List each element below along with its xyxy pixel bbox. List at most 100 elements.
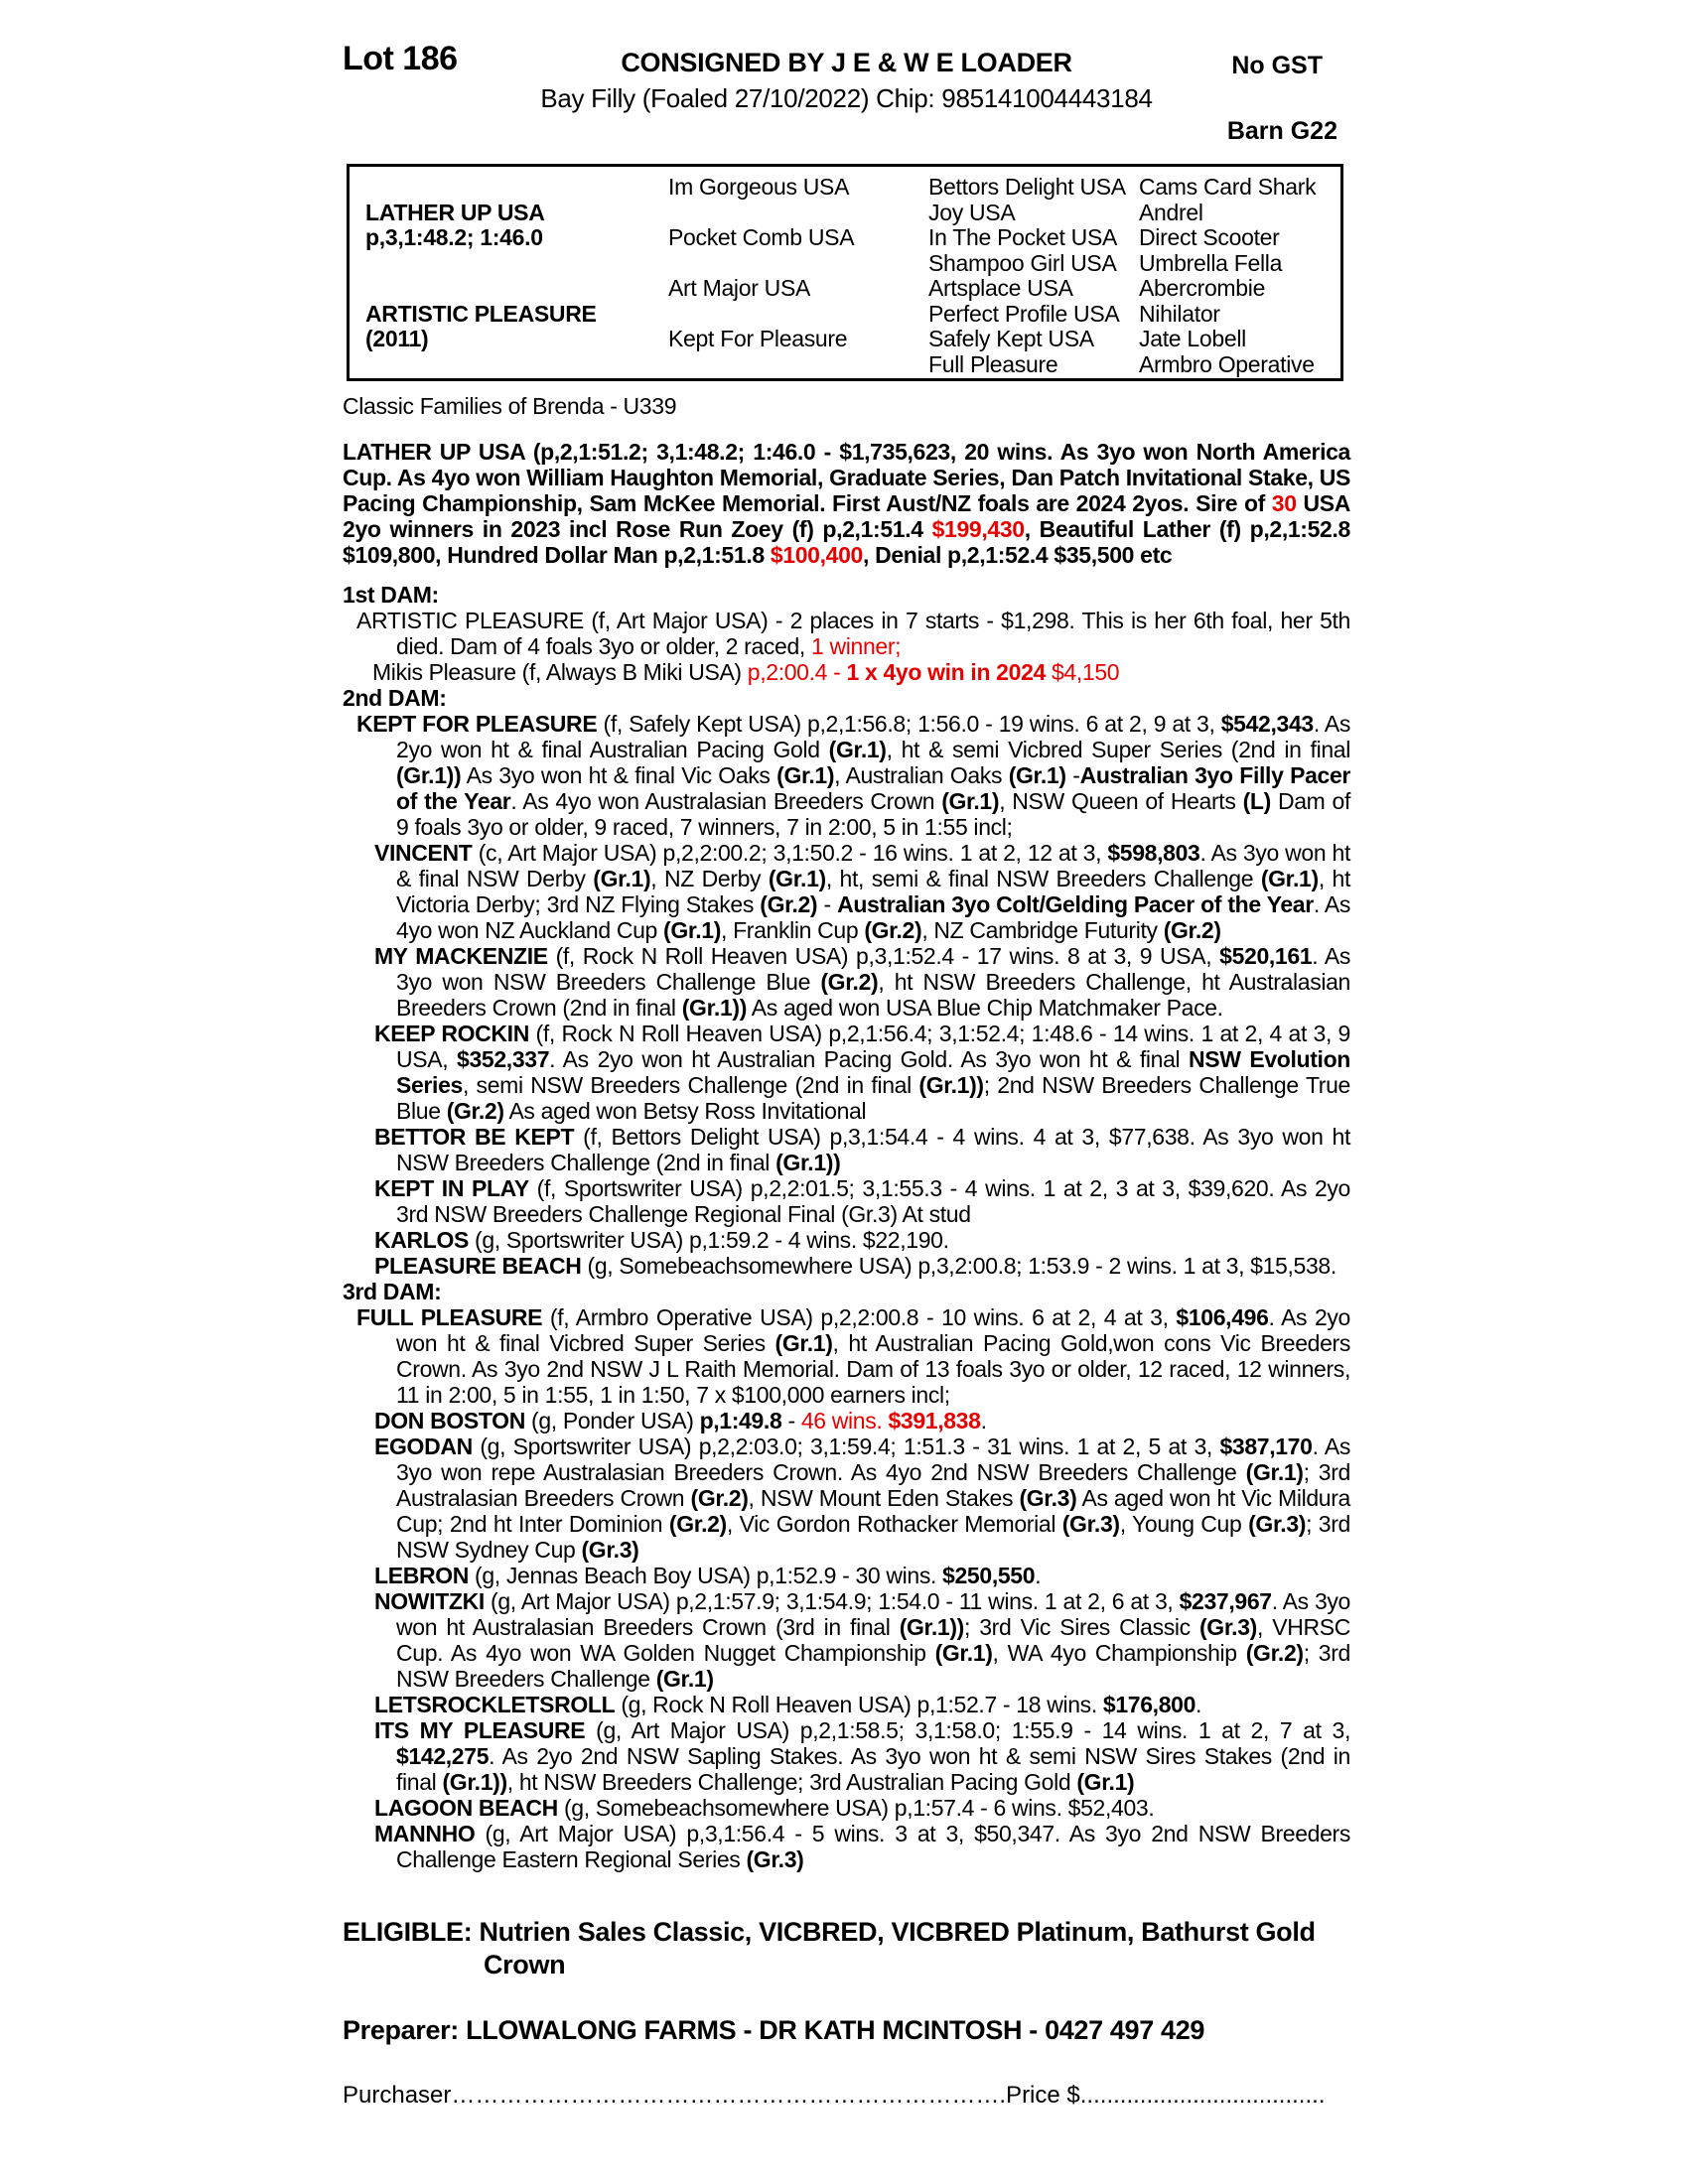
pedigree-cell: Cams Card Shark bbox=[1139, 174, 1317, 200]
purchaser-line: Purchaser…………………………………………………………….Price $… bbox=[343, 2083, 1350, 2109]
pedigree-cell: Art Major USA bbox=[668, 275, 811, 301]
text-run: PLEASURE BEACH bbox=[374, 1253, 582, 1279]
text-run: , NZ Cambridge Futurity bbox=[921, 917, 1164, 943]
pedigree-cell: ARTISTIC PLEASURE bbox=[365, 300, 597, 327]
text-run: Preparer: LLOWALONG FARMS - DR KATH MCIN… bbox=[343, 2015, 1205, 2045]
text-run: (f, Bettors Delight USA) p,3,1:54.4 - 4 … bbox=[396, 1124, 1351, 1175]
pedigree-cell: Im Gorgeous USA bbox=[668, 174, 850, 200]
para-egodan: EGODAN (g, Sportswriter USA) p,2,2:03.0;… bbox=[343, 1433, 1350, 1563]
text-run: As aged won ht Vic Mildura Cup; 2nd ht I… bbox=[396, 1485, 1350, 1537]
foaling-details: Bay Filly (Foaled 27/10/2022) Chip: 9851… bbox=[540, 83, 1153, 113]
text-run: $142,275 bbox=[396, 1743, 490, 1769]
dam2-heading: 2nd DAM: bbox=[343, 685, 1350, 711]
text-run: - bbox=[1065, 762, 1080, 788]
pedigree-row-1: Im Gorgeous USA Bettors Delight USA Cams C… bbox=[350, 174, 1340, 201]
text-run: (Gr.1) bbox=[934, 1640, 993, 1666]
pedigree-cell: Armbro Operative bbox=[1139, 350, 1315, 377]
text-run: (Gr.1) bbox=[776, 762, 835, 788]
text-run: . As 4yo won Australasian Breeders Crown bbox=[510, 788, 942, 814]
pedigree-cell: (2011) bbox=[365, 326, 429, 351]
pedigree-cell: Andrel bbox=[1139, 199, 1203, 225]
text-run: 46 wins. bbox=[800, 1408, 889, 1433]
eligible-line: ELIGIBLE: Nutrien Sales Classic, VICBRED… bbox=[343, 1916, 1350, 1981]
text-run: $4,150 bbox=[1045, 659, 1120, 685]
text-run: ; 3rd Vic Sires Classic bbox=[963, 1614, 1199, 1640]
pedigree-row-6: ARTISTIC PLEASURE Perfect Profile USA Nihi… bbox=[350, 300, 1340, 328]
sire-para: LATHER UP USA (p,2,1:51.2; 3,1:48.2; 1:4… bbox=[343, 439, 1350, 568]
pedigree-cell: Jate Lobell bbox=[1139, 326, 1246, 351]
text-run: VINCENT bbox=[374, 840, 473, 866]
pedigree-cell: Umbrella Fella bbox=[1139, 249, 1283, 276]
text-run: $352,337 bbox=[457, 1046, 550, 1072]
text-run: (Gr.3) bbox=[1019, 1485, 1077, 1511]
text-run: (g, Ponder USA) bbox=[524, 1408, 700, 1433]
text-run: (Gr.1) bbox=[768, 866, 826, 891]
pedigree-cell: Full Pleasure bbox=[928, 350, 1058, 377]
text-run: LATHER UP USA (p,2,1:51.2; 3,1:48.2; 1:4… bbox=[343, 439, 1350, 516]
text-run: As aged won Betsy Ross Invitational bbox=[503, 1098, 867, 1124]
text-run: , ht NSW Breeders Challenge, ht Australa… bbox=[396, 969, 1350, 1021]
pedigree-cell: p,3,1:48.2; 1:46.0 bbox=[365, 224, 543, 250]
text-run: (Gr.3) bbox=[1199, 1614, 1257, 1640]
text-run: . bbox=[980, 1408, 987, 1433]
text-run: (Gr.1) bbox=[663, 917, 722, 943]
text-run: MY MACKENZIE bbox=[374, 943, 548, 969]
text-run: (Gr.1)) bbox=[681, 995, 748, 1021]
barn-number: Barn G22 bbox=[1226, 117, 1337, 145]
text-run: , ht Victoria Derby; 3rd NZ Flying Stake… bbox=[396, 866, 1350, 917]
text-run: FULL PLEASURE bbox=[356, 1304, 543, 1330]
text-run: (g, Art Major USA) p,3,1:56.4 - 5 wins. … bbox=[396, 1821, 1350, 1872]
text-run: Australian 3yo Filly Pacer of the Year bbox=[396, 762, 1351, 814]
text-run: $176,800 bbox=[1102, 1692, 1196, 1717]
para-kept-in-play: KEPT IN PLAY (f, Sportswriter USA) p,2,2… bbox=[343, 1175, 1350, 1227]
para-mikis-pleasure: Mikis Pleasure (f, Always B Miki USA) p,… bbox=[343, 659, 1350, 685]
text-run: (Gr.2) bbox=[446, 1098, 504, 1124]
text-run: (Gr.2) bbox=[668, 1511, 727, 1537]
text-run: , WA 4yo Championship bbox=[992, 1640, 1246, 1666]
text-run: , ht NSW Breeders Challenge; 3rd Austral… bbox=[506, 1769, 1077, 1795]
text-run: Mikis Pleasure (f, Always B Miki USA) bbox=[372, 659, 748, 685]
text-run: KEPT FOR PLEASURE bbox=[356, 711, 598, 737]
text-run: (Gr.1) bbox=[1008, 762, 1066, 788]
text-run: $237,967 bbox=[1179, 1588, 1272, 1614]
preparer-line: Preparer: LLOWALONG FARMS - DR KATH MCIN… bbox=[343, 2015, 1350, 2045]
text-run: (Gr.2) bbox=[1163, 917, 1221, 943]
pedigree-cell: Joy USA bbox=[928, 199, 1016, 225]
dam1-heading: 1st DAM: bbox=[343, 582, 1350, 608]
pedigree-cell: Bettors Delight USA bbox=[928, 174, 1126, 200]
pedigree-cell: Kept For Pleasure bbox=[668, 326, 848, 351]
text-run: (Gr.1) bbox=[828, 737, 887, 762]
text-run: . bbox=[1035, 1563, 1042, 1588]
text-run: KEPT IN PLAY bbox=[374, 1175, 529, 1201]
text-run: (g, Jennas Beach Boy USA) p,1:52.9 - 30 … bbox=[469, 1563, 943, 1588]
text-run: (Gr.2) bbox=[820, 969, 879, 995]
text-run: (Gr.1)) bbox=[775, 1150, 841, 1175]
text-run: - bbox=[817, 891, 838, 917]
pedigree-cell: Shampoo Girl USA bbox=[928, 249, 1117, 276]
text-run: p,2:00.4 - bbox=[747, 659, 847, 685]
text-run: $387,170 bbox=[1219, 1433, 1313, 1459]
text-run: , ht Australian Pacing Gold,won cons Vic… bbox=[396, 1330, 1350, 1408]
text-run: (Gr.1)) bbox=[899, 1614, 965, 1640]
text-run: , ht, semi & final NSW Breeders Challeng… bbox=[825, 866, 1261, 891]
text-run: $542,343 bbox=[1220, 711, 1314, 737]
para-keep-rockin: KEEP ROCKIN (f, Rock N Roll Heaven USA) … bbox=[343, 1021, 1350, 1124]
text-run: (f, Armbro Operative USA) p,2,2:00.8 - 1… bbox=[542, 1304, 1177, 1330]
text-run: As 3yo won ht & final Vic Oaks bbox=[461, 762, 777, 788]
para-nowitzki: NOWITZKI (g, Art Major USA) p,2,1:57.9; … bbox=[343, 1588, 1350, 1692]
para-bettor-be-kept: BETTOR BE KEPT (f, Bettors Delight USA) … bbox=[343, 1124, 1350, 1175]
text-run: (Gr.1) bbox=[1260, 866, 1319, 891]
para-my-mackenzie: MY MACKENZIE (f, Rock N Roll Heaven USA)… bbox=[343, 943, 1350, 1021]
text-run: Classic Families of Brenda - U339 bbox=[343, 393, 677, 419]
para-pleasure-beach: PLEASURE BEACH (g, Somebeachsomewhere US… bbox=[343, 1253, 1350, 1279]
pedigree-row-5: Art Major USA Artsplace USA Abercrombie bbox=[350, 275, 1340, 302]
text-run: . As 2yo won ht & final Australian Pacin… bbox=[396, 711, 1350, 762]
text-run: (f, Safely Kept USA) p,2,1:56.8; 1:56.0 … bbox=[597, 711, 1221, 737]
para-kept-for-pleasure: KEPT FOR PLEASURE (f, Safely Kept USA) p… bbox=[343, 711, 1350, 840]
text-run: , Vic Gordon Rothacker Memorial bbox=[726, 1511, 1062, 1537]
text-run: (L) bbox=[1242, 788, 1272, 814]
text-run: $250,550 bbox=[942, 1563, 1036, 1588]
pedigree-cell: LATHER UP USA bbox=[365, 199, 545, 225]
consignor-title: CONSIGNED BY J E & W E LOADER bbox=[621, 48, 1072, 77]
